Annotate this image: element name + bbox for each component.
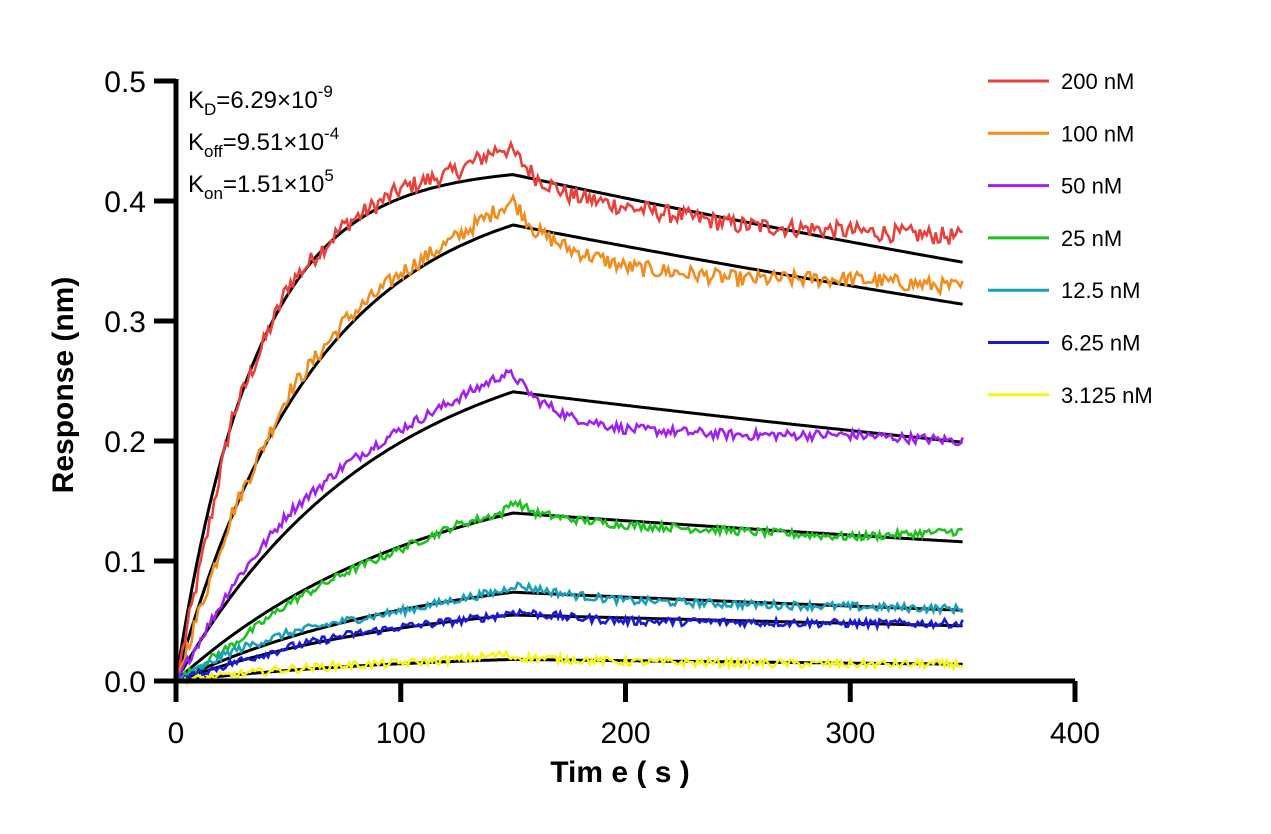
- observed-series-line: [175, 649, 963, 687]
- observed-series-line: [174, 139, 963, 682]
- x-tick-label: 0: [168, 717, 185, 750]
- observed-series-line: [175, 581, 964, 683]
- y-tick-label: 0.2: [104, 426, 146, 459]
- y-tick-label: 0.3: [104, 306, 146, 339]
- legend: 200 nM 100 nM 50 nM 25 nM 12.5 nM 6.25 nM 3.12…: [988, 69, 1153, 408]
- x-tick-label: 100: [376, 717, 426, 750]
- fit-curve-line: [174, 511, 963, 683]
- x-tick-label: 200: [600, 717, 650, 750]
- x-tick-label: 400: [1050, 717, 1100, 750]
- legend-label: 3.125 nM: [1061, 383, 1153, 408]
- legend-label: 25 nM: [1061, 226, 1122, 251]
- annotation-kon: Kon=1.51×105: [188, 166, 334, 203]
- y-tick-label: 0.5: [104, 66, 146, 99]
- legend-label: 6.25 nM: [1061, 331, 1141, 356]
- y-tick-label: 0.1: [104, 546, 146, 579]
- x-ticks: 0 100 200 300 400: [168, 681, 1100, 750]
- y-tick-label: 0.4: [104, 186, 146, 219]
- y-ticks: 0.0 0.1 0.2 0.3 0.4 0.5: [104, 66, 176, 699]
- legend-label: 100 nM: [1061, 121, 1134, 146]
- fit-curve-line: [175, 590, 963, 683]
- observed-series-line: [174, 192, 964, 682]
- legend-label: 12.5 nM: [1061, 278, 1141, 303]
- x-axis-title: Tim e ( s ): [550, 756, 689, 789]
- observed-series-line: [174, 368, 964, 682]
- annotation-kd: KD=6.29×10-9: [188, 82, 333, 119]
- kinetics-annotations: KD=6.29×10-9 Koff=9.51×10-4 Kon=1.51×105: [188, 82, 339, 203]
- fit-curve-line: [174, 390, 963, 682]
- y-tick-label: 0.0: [104, 666, 146, 699]
- legend-label: 50 nM: [1061, 174, 1122, 199]
- observed-series-line: [175, 497, 964, 683]
- y-axis-title: Response (nm): [47, 277, 80, 494]
- observed-curves: [174, 139, 964, 687]
- x-tick-label: 300: [825, 717, 875, 750]
- legend-label: 200 nM: [1061, 69, 1134, 94]
- annotation-koff: Koff=9.51×10-4: [188, 124, 339, 161]
- observed-series-line: [175, 607, 964, 683]
- fit-curve-line: [174, 223, 963, 682]
